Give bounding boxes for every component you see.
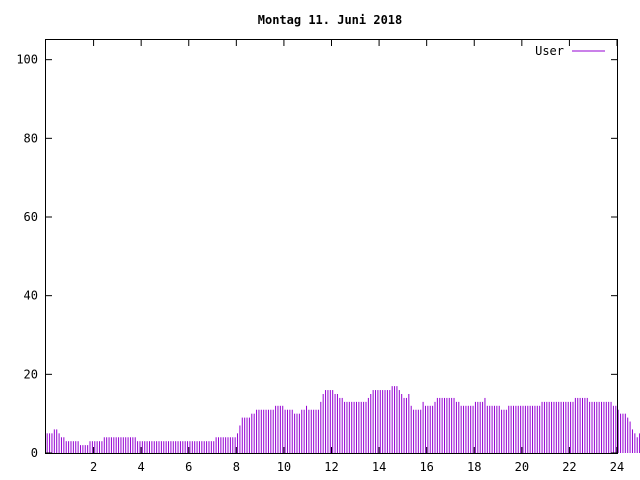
- y-tick-label: 20: [24, 367, 38, 381]
- x-tick-label: 18: [467, 460, 481, 474]
- legend-label-user: User: [535, 44, 564, 58]
- x-tick-label: 12: [324, 460, 338, 474]
- y-tick-label: 80: [24, 131, 38, 145]
- x-tick-label: 24: [610, 460, 624, 474]
- y-tick-label: 60: [24, 210, 38, 224]
- plot-border: [45, 39, 618, 454]
- x-tick-label: 20: [515, 460, 529, 474]
- x-tick-label: 10: [277, 460, 291, 474]
- chart-title: Montag 11. Juni 2018: [258, 13, 403, 27]
- legend: User: [535, 44, 605, 58]
- x-tick-label: 22: [562, 460, 576, 474]
- x-tick-label: 4: [138, 460, 145, 474]
- y-tick-label: 40: [24, 289, 38, 303]
- x-tick-label: 8: [233, 460, 240, 474]
- y-tick-label: 0: [31, 446, 38, 460]
- x-tick-label: 2: [90, 460, 97, 474]
- bar-series: [46, 386, 640, 453]
- x-tick-label: 14: [372, 460, 386, 474]
- x-tick-label: 6: [185, 460, 192, 474]
- x-tick-label: 16: [419, 460, 433, 474]
- y-tick-label: 100: [16, 53, 38, 67]
